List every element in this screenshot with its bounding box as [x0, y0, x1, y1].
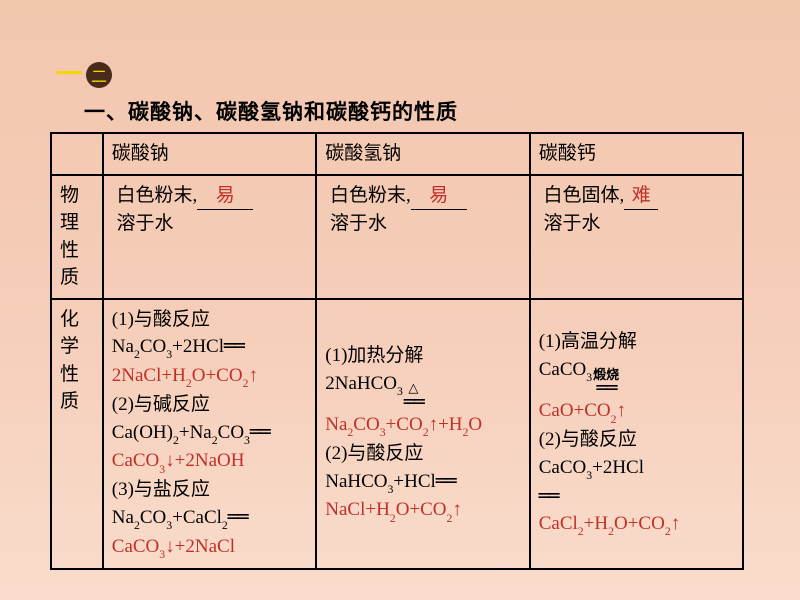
col-header-nahco3: 碳酸氢钠	[316, 133, 529, 175]
row-label-chemical: 化学性质	[51, 299, 103, 569]
product: CaO+CO2↑	[539, 400, 626, 421]
text: 溶于水	[117, 213, 174, 234]
tab-two-marker[interactable]: 二	[86, 62, 112, 88]
chem-caco3: (1)高温分解 CaCO3煅烧══ CaO+CO2↑ (2)与酸反应 CaCO3…	[530, 299, 743, 569]
blank-fill: 易	[197, 182, 253, 211]
properties-table: 碳酸钠 碳酸氢钠 碳酸钙 物理性质 白色粉末,易 溶于水 白色粉末,易 溶于水 …	[50, 132, 744, 570]
product: CaCO3↓+2NaCl	[112, 536, 235, 557]
tab-bar: 一 二	[56, 62, 112, 88]
eq-symbol: ══	[224, 335, 243, 357]
col-header-caco3: 碳酸钙	[530, 133, 743, 175]
blank-fill: 易	[411, 182, 467, 211]
chemical-properties-row: 化学性质 (1)与酸反应 Na2CO3+2HCl══ 2NaCl+H2O+CO2…	[51, 299, 743, 569]
text: (2)与酸反应	[539, 429, 637, 450]
header-row: 碳酸钠 碳酸氢钠 碳酸钙	[51, 133, 743, 175]
text: (2)与酸反应	[325, 443, 423, 464]
phys-na2co3: 白色粉末,易 溶于水	[103, 175, 316, 299]
chem-nahco3: (1)加热分解 2NaHCO3△══ Na2CO3+CO2↑+H2O (2)与酸…	[316, 299, 529, 569]
phys-nahco3: 白色粉末,易 溶于水	[316, 175, 529, 299]
eq-symbol: ══	[228, 506, 247, 528]
phys-caco3: 白色固体,难 溶于水	[530, 175, 743, 299]
text: (1)加热分解	[325, 345, 423, 366]
col-header-na2co3: 碳酸钠	[103, 133, 316, 175]
text: (3)与盐反应	[112, 479, 210, 500]
header-blank-cell	[51, 133, 103, 175]
product: CaCl2+H2O+CO2↑	[539, 513, 681, 534]
text: 白色粉末,	[330, 185, 411, 206]
text: 溶于水	[543, 213, 600, 234]
product: Na2CO3+CO2↑+H2O	[325, 414, 482, 435]
chem-na2co3: (1)与酸反应 Na2CO3+2HCl══ 2NaCl+H2O+CO2↑ (2)…	[103, 299, 316, 569]
reaction-condition: △══	[404, 382, 423, 411]
physical-properties-row: 物理性质 白色粉末,易 溶于水 白色粉末,易 溶于水 白色固体,难 溶于水	[51, 175, 743, 299]
product: 2NaCl+H2O+CO2↑	[112, 365, 258, 386]
text: (1)高温分解	[539, 331, 637, 352]
section-heading: 一、碳酸钠、碳酸氢钠和碳酸钙的性质	[84, 96, 458, 126]
reaction-condition: 煅烧══	[593, 369, 619, 398]
text: 溶于水	[330, 213, 387, 234]
tab-one-marker[interactable]: 一	[56, 62, 82, 88]
text: (2)与碱反应	[112, 394, 210, 415]
eq-symbol: ══	[539, 485, 558, 507]
row-label-physical: 物理性质	[51, 175, 103, 299]
eq-symbol: ══	[250, 421, 269, 443]
product: CaCO3↓+2NaOH	[112, 450, 245, 471]
text: (1)与酸反应	[112, 309, 210, 330]
product: NaCl+H2O+CO2↑	[325, 499, 462, 520]
blank-fill: 难	[624, 182, 658, 211]
text: 白色固体,	[543, 185, 624, 206]
text: 白色粉末,	[117, 185, 198, 206]
eq-symbol: ══	[436, 470, 455, 492]
